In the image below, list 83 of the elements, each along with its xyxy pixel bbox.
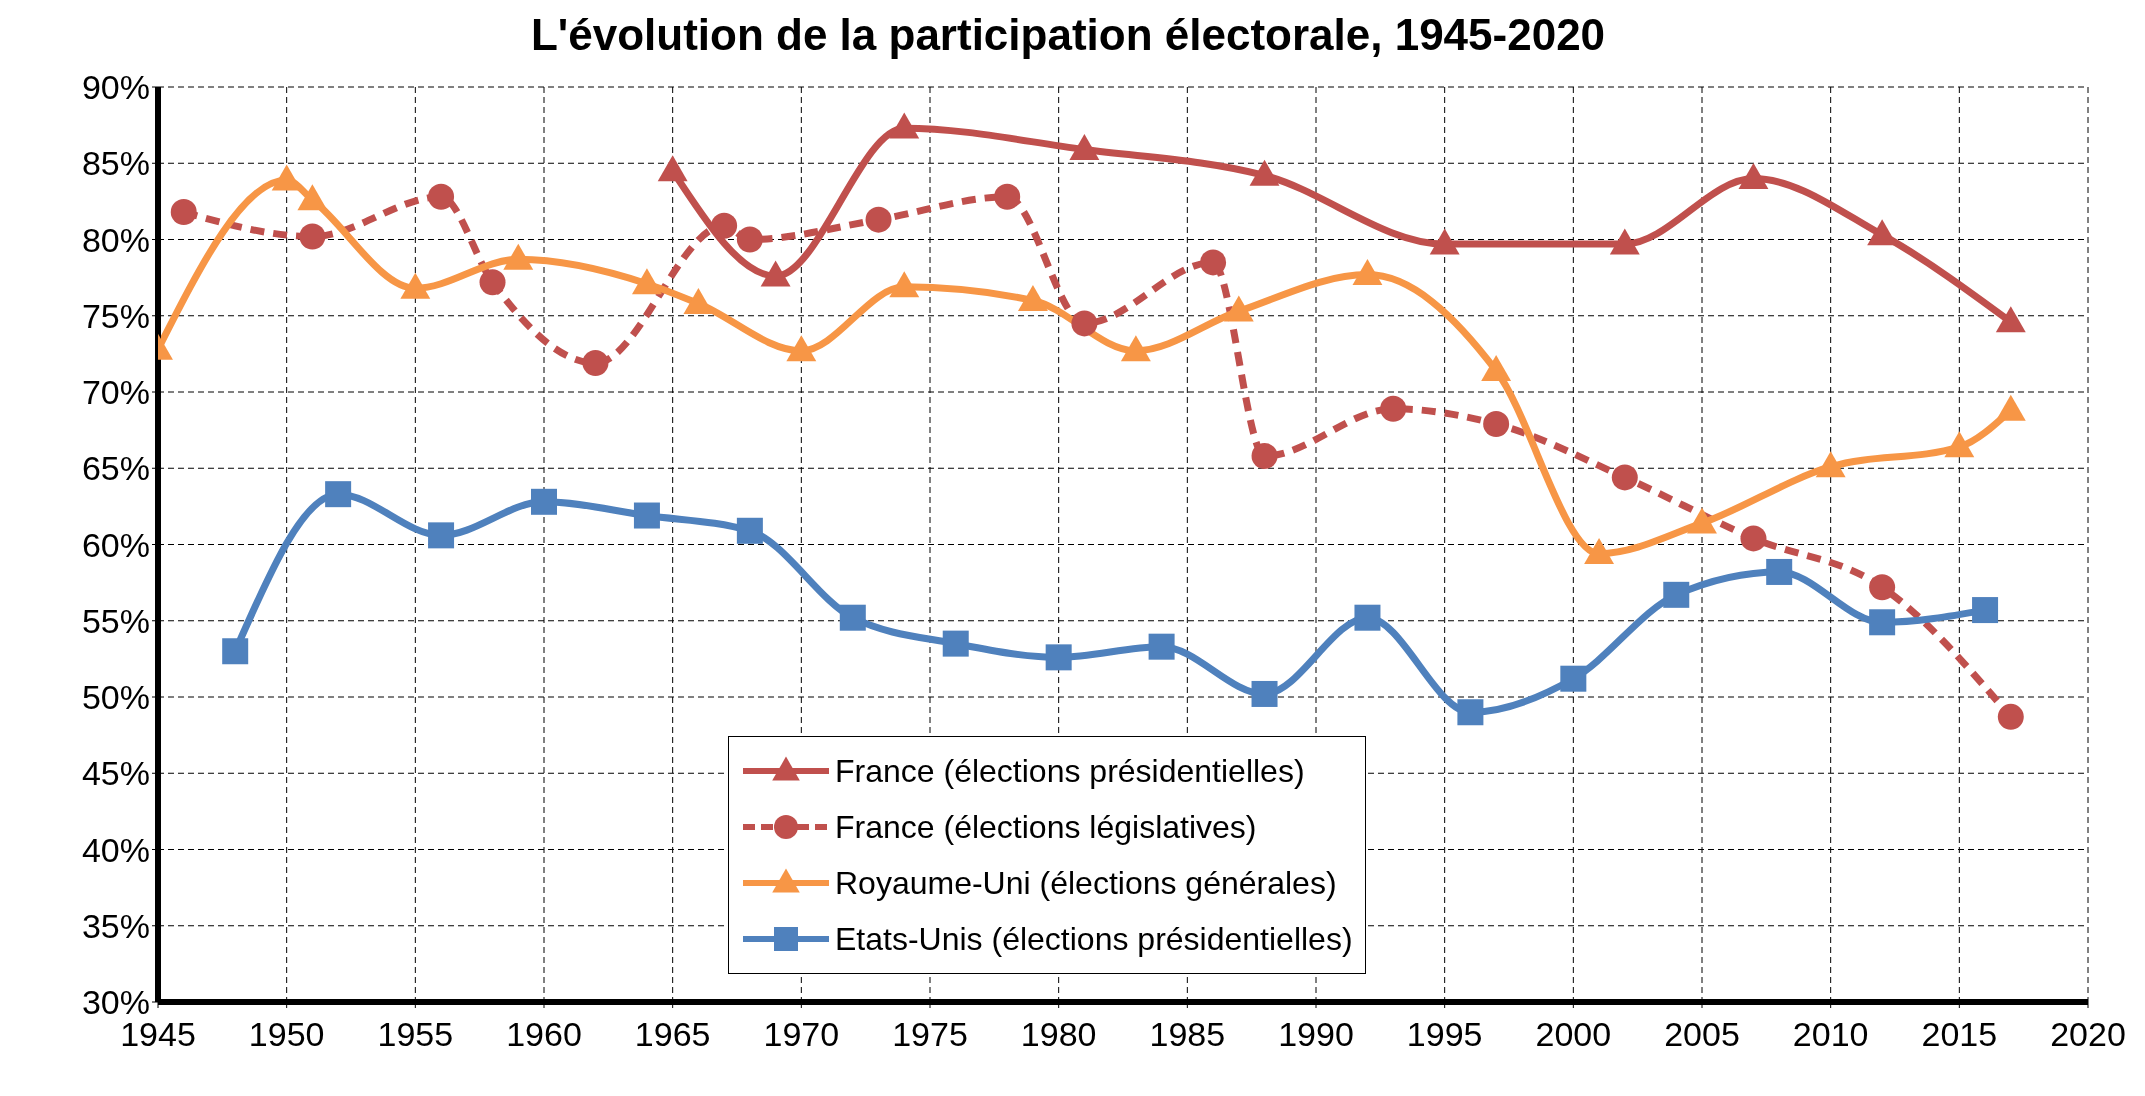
- point: [1483, 411, 1510, 438]
- point: [1738, 162, 1769, 189]
- point: [633, 502, 660, 529]
- point: [1609, 228, 1640, 255]
- legend-label: Etats-Unis (élections présidentielles): [835, 920, 1353, 958]
- point: [839, 604, 866, 631]
- point: [1045, 644, 1072, 671]
- y-tick-label: 90%: [81, 68, 150, 107]
- x-tick-label: 1970: [763, 1015, 840, 1054]
- point: [889, 271, 920, 298]
- point: [1560, 665, 1587, 692]
- y-tick-label: 60%: [81, 525, 150, 564]
- point: [1251, 680, 1278, 707]
- point: [1251, 443, 1278, 470]
- point: [1869, 574, 1896, 601]
- x-tick-label: 2010: [1792, 1015, 1869, 1054]
- point: [683, 287, 714, 314]
- point: [1815, 451, 1846, 478]
- legend-label: France (élections législatives): [835, 808, 1257, 846]
- point: [889, 112, 920, 139]
- point: [325, 481, 352, 508]
- chart-title: L'évolution de la participation électorale, 1945-2020: [529, 9, 1607, 61]
- point: [760, 260, 791, 287]
- y-tick-label: 50%: [81, 678, 150, 717]
- x-tick-label: 2020: [2050, 1015, 2126, 1054]
- point: [1687, 507, 1717, 534]
- point: [1869, 609, 1896, 636]
- point: [1481, 355, 1512, 382]
- x-tick-label: 2000: [1535, 1015, 1612, 1054]
- y-tick-label: 45%: [81, 754, 150, 793]
- x-tick-label: 2015: [1921, 1015, 1998, 1054]
- y-tick-label: 55%: [81, 601, 150, 640]
- point: [1995, 306, 2026, 333]
- x-tick-label: 1985: [1149, 1015, 1226, 1054]
- point: [1249, 159, 1280, 186]
- point: [1611, 464, 1638, 491]
- point: [1148, 633, 1175, 660]
- point: [1069, 133, 1100, 160]
- y-tick-label: 70%: [81, 373, 150, 412]
- point: [1663, 581, 1690, 608]
- point: [1354, 604, 1381, 631]
- point: [1995, 394, 2026, 421]
- point: [428, 522, 455, 549]
- point: [503, 243, 534, 270]
- y-tick-label: 35%: [81, 906, 150, 945]
- x-tick-label: 1960: [506, 1015, 582, 1054]
- x-tick-label: 1980: [1020, 1015, 1097, 1054]
- point: [1766, 558, 1793, 585]
- point: [786, 335, 817, 362]
- point: [736, 517, 763, 544]
- legend-label: France (élections présidentielles): [835, 752, 1305, 790]
- point: [1944, 431, 1975, 458]
- point: [1352, 258, 1383, 285]
- point: [1223, 295, 1254, 322]
- point: [1972, 597, 1999, 624]
- point: [1120, 335, 1151, 362]
- y-tick-label: 65%: [81, 449, 150, 488]
- point: [942, 630, 969, 657]
- y-tick-label: 40%: [81, 830, 150, 869]
- point: [222, 638, 249, 665]
- point: [1740, 525, 1767, 552]
- point: [1457, 699, 1484, 726]
- x-tick-label: 1975: [892, 1015, 968, 1054]
- x-tick-label: 1990: [1278, 1015, 1354, 1054]
- point: [1380, 395, 1407, 422]
- x-tick-label: 2005: [1664, 1015, 1740, 1054]
- point: [631, 268, 662, 295]
- point: [1017, 284, 1048, 311]
- y-tick-label: 85%: [81, 144, 150, 183]
- x-tick-label: 1995: [1406, 1015, 1483, 1054]
- x-tick-label: 1965: [634, 1015, 711, 1054]
- point: [1997, 703, 2024, 730]
- legend-label: Royaume-Uni (élections générales): [835, 864, 1337, 902]
- y-tick-label: 80%: [81, 220, 150, 259]
- x-tick-label: 1950: [248, 1015, 325, 1054]
- point: [1429, 228, 1460, 255]
- y-tick-label: 75%: [81, 296, 150, 335]
- point: [400, 272, 431, 299]
- x-tick-label: 1955: [377, 1015, 454, 1054]
- point: [297, 184, 328, 211]
- point: [657, 155, 688, 182]
- point: [531, 488, 557, 515]
- point: [1584, 538, 1615, 565]
